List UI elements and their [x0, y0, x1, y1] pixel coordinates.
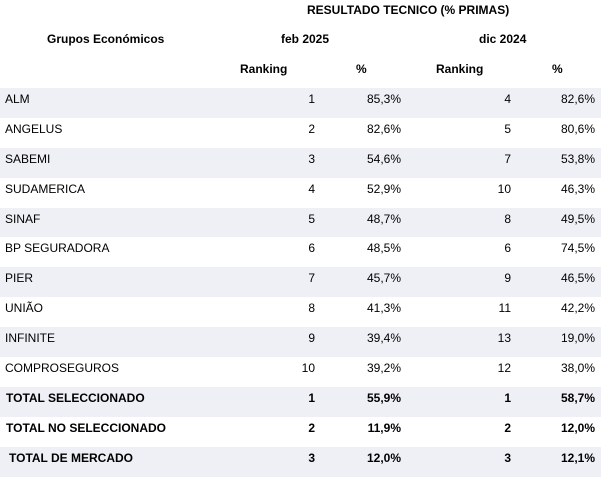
pct-dic: 80,6% [560, 121, 595, 136]
rank-feb: 10 [301, 361, 315, 376]
rank-dic: 5 [504, 121, 511, 136]
pct-dic: 53,8% [560, 151, 595, 166]
pct-dic: 12,0% [560, 420, 595, 435]
pct-dic: 12,1% [560, 450, 595, 465]
total-row: TOTAL SELECCIONADO 1 55,9% 1 58,7% [0, 386, 601, 417]
pct-dic: 58,7% [560, 390, 595, 405]
pct-dic: 49,5% [560, 211, 595, 226]
group-name: COMPROSEGUROS [5, 361, 120, 376]
rank-feb: 1 [308, 390, 315, 405]
rank-feb: 2 [308, 121, 315, 136]
rank-dic: 4 [504, 92, 511, 106]
rank-feb: 4 [308, 181, 315, 196]
pct-feb: 55,9% [366, 390, 401, 405]
total-name: TOTAL SELECCIONADO [6, 390, 145, 405]
period-1-header: feb 2025 [281, 32, 330, 46]
pct-feb: 48,7% [366, 211, 401, 226]
ranking-1-header: Ranking [240, 62, 288, 76]
rank-dic: 2 [504, 420, 511, 435]
rank-feb: 9 [308, 331, 315, 346]
pct-feb: 85,3% [366, 92, 401, 106]
pct-feb: 45,7% [366, 271, 401, 286]
pct-feb: 48,5% [366, 241, 401, 256]
pct-feb: 82,6% [366, 121, 401, 136]
pct-2-header: % [552, 62, 563, 76]
table-row: ANGELUS 2 82,6% 5 80,6% [0, 118, 601, 148]
pct-feb: 11,9% [367, 420, 401, 435]
total-row: TOTAL DE MERCADO 3 12,0% 3 12,1% [0, 446, 601, 477]
group-column-header: Grupos Económicos [47, 32, 165, 46]
table-row: SUDAMERICA 4 52,9% 10 46,3% [0, 178, 601, 208]
rank-dic: 1 [504, 390, 511, 405]
rank-feb: 7 [308, 271, 315, 286]
rank-dic: 12 [497, 361, 511, 376]
group-name: SABEMI [5, 151, 51, 166]
rank-feb: 2 [308, 420, 315, 435]
table-row: ALM 1 85,3% 4 82,6% [0, 88, 601, 118]
table-title: RESULTADO TECNICO (% PRIMAS) [307, 3, 510, 17]
table-row: SABEMI 3 54,6% 7 53,8% [0, 147, 601, 178]
table-row: INFINITE 9 39,4% 13 19,0% [0, 327, 601, 358]
rank-dic: 10 [497, 181, 511, 196]
rank-feb: 5 [308, 211, 315, 226]
rank-dic: 7 [504, 151, 511, 166]
rank-dic: 13 [497, 331, 511, 346]
total-name: TOTAL NO SELECCIONADO [6, 420, 167, 435]
pct-dic: 46,3% [560, 181, 595, 196]
rank-dic: 9 [504, 271, 511, 286]
table-row: PIER 7 45,7% 9 46,5% [0, 267, 601, 298]
group-name: SINAF [5, 211, 41, 226]
rank-dic: 3 [504, 450, 511, 465]
ranking-2-header: Ranking [436, 62, 484, 76]
pct-feb: 12,0% [366, 450, 401, 465]
pct-feb: 39,2% [366, 361, 401, 376]
group-name: SUDAMERICA [5, 181, 86, 196]
group-name: BP SEGURADORA [5, 241, 110, 256]
table-row: COMPROSEGUROS 10 39,2% 12 38,0% [0, 357, 601, 387]
pct-feb: 54,6% [366, 151, 401, 166]
rank-feb: 8 [308, 301, 315, 316]
period-2-header: dic 2024 [479, 32, 527, 46]
total-name: TOTAL DE MERCADO [9, 450, 134, 465]
pct-feb: 52,9% [366, 181, 401, 196]
pct-dic: 46,5% [560, 271, 595, 286]
table-row: BP SEGURADORA 6 48,5% 6 74,5% [0, 237, 601, 267]
pct-feb: 41,3% [366, 301, 401, 316]
pct-dic: 74,5% [560, 241, 595, 256]
group-name: UNIÃO [5, 301, 44, 316]
group-name: PIER [5, 271, 34, 286]
rank-feb: 3 [308, 151, 315, 166]
group-name: ANGELUS [5, 121, 63, 136]
pct-dic: 19,0% [560, 331, 595, 346]
total-row: TOTAL NO SELECCIONADO 2 11,9% 2 12,0% [0, 417, 601, 447]
rank-dic: 8 [504, 211, 511, 226]
pct-feb: 39,4% [366, 331, 401, 346]
table-row: SINAF 5 48,7% 8 49,5% [0, 207, 601, 238]
rank-dic: 6 [504, 241, 511, 256]
pct-1-header: % [356, 62, 367, 76]
rank-dic: 11 [498, 301, 511, 316]
pct-dic: 42,2% [560, 301, 595, 316]
group-name: ALM [5, 92, 30, 106]
rank-feb: 1 [308, 92, 315, 106]
pct-dic: 38,0% [560, 361, 595, 376]
rank-feb: 6 [308, 241, 315, 256]
group-name: INFINITE [5, 331, 55, 346]
rank-feb: 3 [308, 450, 315, 465]
table-body: ALM 1 85,3% 4 82,6% ANGELUS 2 82,6% 5 80… [0, 88, 601, 477]
pct-dic: 82,6% [560, 92, 595, 106]
table-row: UNIÃO 8 41,3% 11 42,2% [0, 297, 601, 327]
